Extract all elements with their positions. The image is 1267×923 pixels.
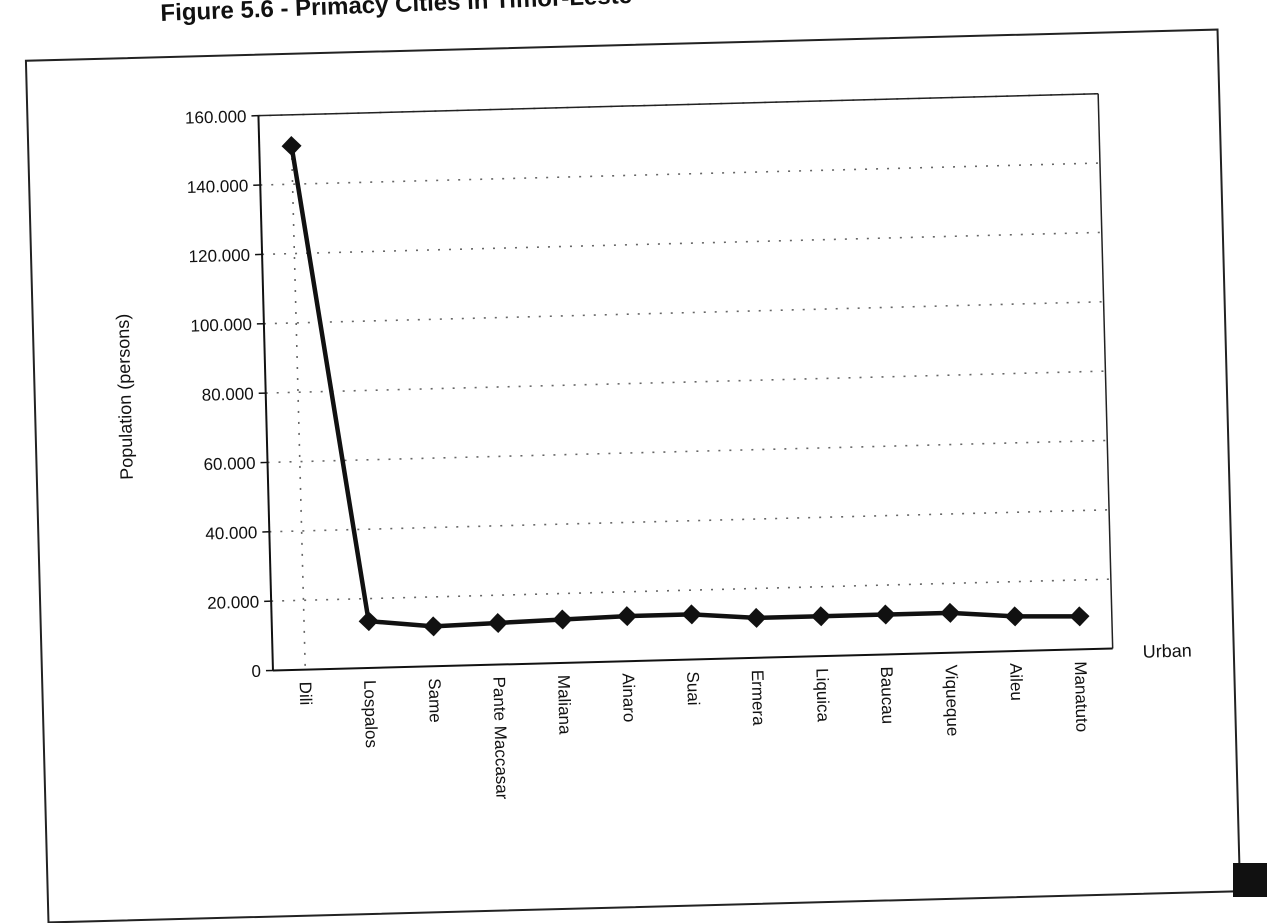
x-tick-label: Liquica — [812, 668, 832, 723]
data-point-marker — [875, 604, 896, 625]
page-corner-mark — [1233, 863, 1267, 897]
y-tick-label: 60.000 — [203, 454, 255, 474]
x-tick-label: Manatuto — [1071, 661, 1092, 732]
x-tick-label: Suai — [683, 671, 703, 706]
data-point-marker — [1005, 606, 1026, 627]
x-tick-label: Baucau — [877, 666, 898, 724]
series-line-path — [292, 126, 1080, 637]
x-tick-label: Dili — [296, 681, 316, 705]
x-tick-label: Pante Maccasar — [489, 676, 511, 800]
y-tick-label: 140.000 — [187, 176, 249, 197]
y-gridline — [271, 579, 1111, 601]
y-tick-label: 160.000 — [185, 107, 247, 128]
y-tick-label: 0 — [251, 662, 261, 681]
data-point-marker — [552, 609, 573, 630]
data-point-marker — [811, 606, 832, 627]
y-tick-labels: 0 20.000 40.000 60.000 80.000 100.000 120.000 1… — [185, 107, 261, 682]
data-point-marker — [681, 604, 702, 625]
x-tick-labels: Dili Lospalos Same Pante Maccasar Maliana Ain… — [296, 661, 1093, 805]
x-axis-title: Urban — [1143, 640, 1193, 661]
y-gridline — [268, 440, 1108, 462]
x-tick-label: Viqueque — [942, 664, 963, 736]
data-point-marker — [746, 608, 767, 629]
data-point-marker — [617, 606, 638, 627]
y-gridline — [260, 163, 1100, 185]
data-point-marker — [488, 613, 509, 634]
y-gridline — [269, 510, 1109, 532]
grid-lines — [258, 94, 1112, 671]
plot-top-border — [258, 94, 1098, 116]
x-gridline — [292, 158, 305, 670]
chart-frame: 0 20.000 40.000 60.000 80.000 100.000 120.000 1… — [25, 29, 1241, 923]
data-point-marker — [1069, 606, 1090, 627]
y-gridline — [264, 302, 1104, 324]
figure-caption: Figure 5.6 - Primacy Cities in Timor-Les… — [160, 0, 632, 28]
series-line — [292, 126, 1080, 637]
data-point-marker — [423, 616, 444, 637]
x-tick-label: Ermera — [748, 670, 768, 727]
y-tick-label: 40.000 — [205, 523, 257, 543]
y-axis-title: Population (persons) — [113, 313, 137, 480]
y-tick-label: 120.000 — [188, 246, 250, 267]
y-tick-label: 80.000 — [201, 384, 253, 404]
x-axis-line — [273, 649, 1113, 671]
x-tick-label: Maliana — [554, 675, 575, 736]
data-point-marker — [358, 611, 379, 632]
y-gridline — [262, 232, 1102, 254]
axes — [251, 94, 1112, 671]
data-point-marker — [281, 136, 302, 157]
x-tick-label: Same — [425, 678, 445, 723]
x-tick-label: Lospalos — [360, 680, 381, 749]
line-chart: 0 20.000 40.000 60.000 80.000 100.000 120.000 1… — [27, 31, 1239, 922]
y-tick-label: 20.000 — [207, 592, 259, 612]
y-gridline — [266, 371, 1106, 393]
series-markers — [281, 115, 1089, 646]
x-tick-label: Aileu — [1006, 663, 1026, 701]
x-tick-label: Ainaro — [619, 673, 639, 723]
data-point-marker — [940, 603, 961, 624]
plot-right-border — [1098, 94, 1113, 649]
y-tick-label: 100.000 — [190, 315, 252, 336]
